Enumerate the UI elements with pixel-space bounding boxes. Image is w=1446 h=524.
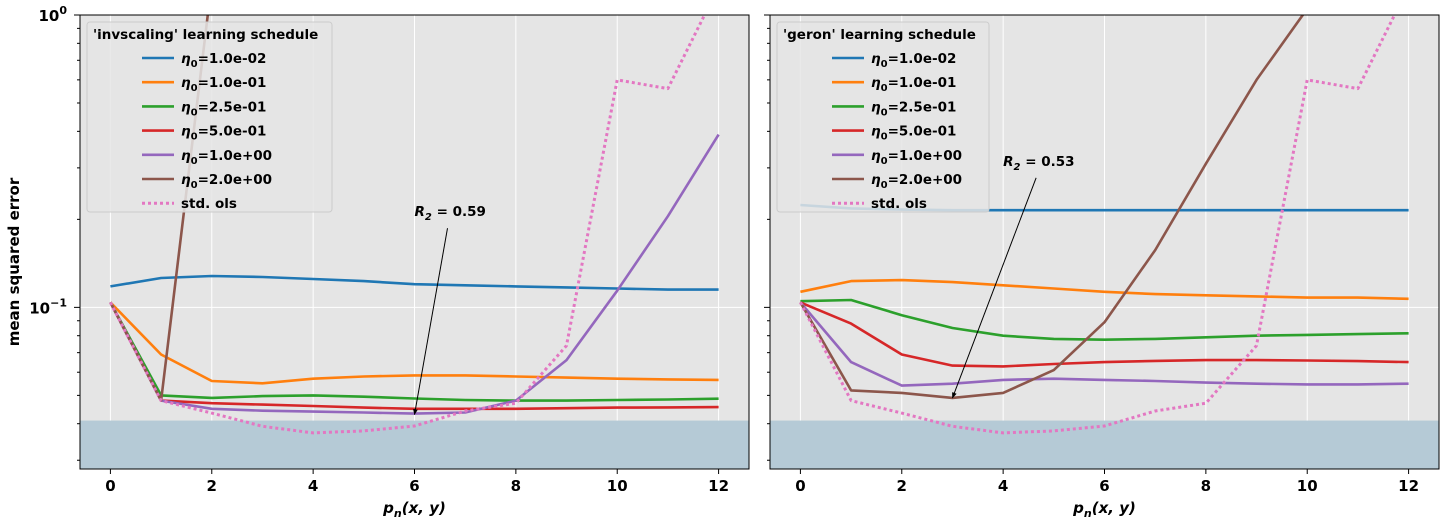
error-band bbox=[770, 420, 1439, 469]
error-band bbox=[80, 420, 749, 469]
chart-panel-invscaling: 0 2 4 6 8 10 12 10−1 100 pn(x, y) R2 = 0.59 'invsca… bbox=[29, 4, 750, 520]
x-tick-label: 4 bbox=[998, 477, 1008, 495]
x-axis-label: pn(x, y) bbox=[382, 499, 446, 520]
legend-entry: η0=5.0e-01 bbox=[871, 124, 956, 143]
x-tick-label: 4 bbox=[308, 477, 318, 495]
legend-entry: η0=1.0e-02 bbox=[871, 51, 956, 70]
legend-title: 'invscaling' learning schedule bbox=[93, 27, 318, 43]
x-tick-label: 6 bbox=[409, 477, 419, 495]
series-line-3 bbox=[799, 301, 1409, 368]
legend-entry: η0=1.0e+00 bbox=[181, 148, 272, 167]
y-tick-label: 100 bbox=[38, 4, 67, 25]
legend-entry: η0=1.0e-01 bbox=[181, 75, 266, 94]
chart-panel-geron: 0 2 4 6 8 10 12 pn(x, y) R2 = 0.53 'geron' learni… bbox=[764, 14, 1440, 520]
legend-title: 'geron' learning schedule bbox=[783, 27, 976, 43]
x-tick-label: 2 bbox=[897, 477, 907, 495]
series-line-1 bbox=[800, 278, 1409, 301]
legend-entry: η0=1.0e-01 bbox=[871, 75, 956, 94]
series-line-5 bbox=[799, 15, 1305, 400]
legend-entry: η0=5.0e-01 bbox=[181, 124, 266, 143]
r2-annotation: R2 = 0.53 bbox=[1003, 154, 1074, 173]
x-tick-label: 10 bbox=[607, 477, 628, 495]
legend-entry: η0=1.0e+00 bbox=[871, 148, 962, 167]
legend-box bbox=[86, 21, 333, 213]
y-tick-label: 10−1 bbox=[29, 296, 67, 317]
x-tick-label: 0 bbox=[795, 477, 805, 495]
x-tick-label: 8 bbox=[511, 477, 521, 495]
x-tick-label: 6 bbox=[1099, 477, 1109, 495]
series-line-4 bbox=[799, 301, 1409, 387]
series-line-2 bbox=[800, 298, 1409, 342]
r2-annotation: R2 = 0.59 bbox=[415, 204, 486, 223]
legend-entry: η0=2.5e-01 bbox=[181, 99, 266, 118]
x-tick-label: 2 bbox=[207, 477, 217, 495]
x-tick-label: 12 bbox=[1398, 477, 1419, 495]
series-line-1 bbox=[109, 301, 719, 385]
series-line-6 bbox=[799, 15, 1397, 435]
x-tick-label: 10 bbox=[1297, 477, 1318, 495]
x-axis-label: pn(x, y) bbox=[1072, 499, 1136, 520]
legend-entry: η0=2.5e-01 bbox=[871, 99, 956, 118]
series-line-2 bbox=[109, 301, 719, 402]
legend: 'geron' learning schedule η0=1.0e-02 η0=1.… bbox=[776, 21, 990, 213]
legend-entry: η0=2.0e+00 bbox=[181, 172, 272, 191]
legend-entry: std. ols bbox=[181, 196, 237, 212]
x-tick-label: 8 bbox=[1201, 477, 1211, 495]
y-axis-label: mean squared error bbox=[5, 177, 23, 346]
legend: 'invscaling' learning schedule η0=1.0e-02… bbox=[86, 21, 333, 213]
annotation-arrow bbox=[413, 228, 448, 416]
legend-box bbox=[776, 21, 990, 213]
legend-entry: η0=2.0e+00 bbox=[871, 172, 962, 191]
annotation-arrow bbox=[951, 177, 1037, 399]
legend-entry: std. ols bbox=[871, 196, 927, 212]
x-tick-label: 12 bbox=[708, 477, 729, 495]
legend-entry: η0=1.0e-02 bbox=[181, 51, 266, 70]
x-tick-label: 0 bbox=[105, 477, 115, 495]
series-line-6 bbox=[109, 15, 707, 435]
